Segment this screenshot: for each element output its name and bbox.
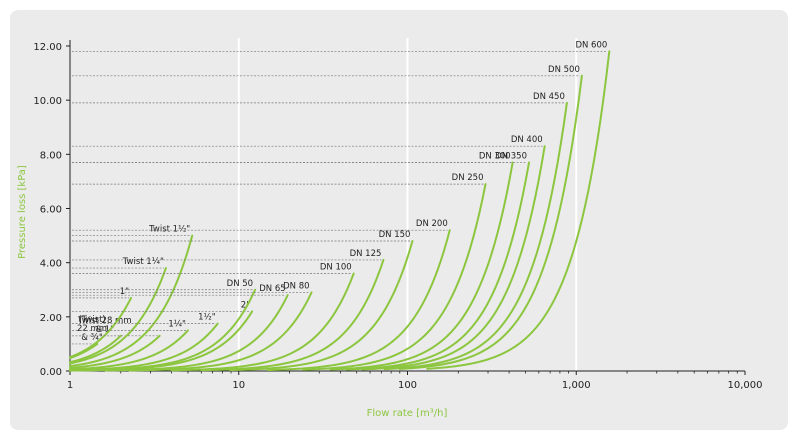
curve-label: DN 65 [259,284,285,294]
x-tick-label: 10 [232,380,245,391]
curve-label: Twist 28 mm & 1" [77,316,132,335]
curve-label: Twist 1¼" [122,257,164,267]
curve-series-9 [71,288,257,372]
curve-label: DN 500 [548,65,580,75]
x-tick-label: 1,000 [562,380,591,391]
curve-label: DN 600 [575,40,607,50]
curve-series-16 [302,183,487,371]
curve-label: DN 450 [533,92,565,102]
y-tick-label: 10.00 [33,96,62,107]
curve-series-17 [329,161,514,371]
curve-label: DN 300 [479,151,511,161]
curve-label: DN 100 [320,263,352,273]
curve-series-3 [69,334,161,369]
y-tick-label: 2.00 [40,313,62,324]
x-tick-label: 100 [398,380,417,391]
curve-series-20 [383,101,568,371]
curve-label: 1¼" [168,319,186,329]
curve-label: Twist 1½" [148,225,190,235]
curve-label: DN 150 [379,230,411,240]
curve-label: DN 250 [452,173,484,183]
curve-series-10 [104,294,289,372]
curve-series-14 [229,240,414,372]
y-tick-label: 4.00 [40,259,62,270]
curve-label: 1½" [198,313,216,323]
curve-series-2 [69,296,133,359]
y-axis-label: Pressure loss [kPa] [17,165,28,259]
curve-series-21 [398,74,583,370]
x-tick-label: 1 [67,380,73,391]
curve-series-6 [69,234,194,368]
curve-label: (Twist) 22 mm & ¾" [77,315,107,343]
curve-label: DN 125 [350,249,382,259]
curve-label: DN 200 [416,219,448,229]
curve-series-19 [361,145,546,371]
curve-series-15 [266,229,451,372]
curve-label: 2" [241,300,250,310]
curve-label: DN 80 [283,281,309,291]
curve-series-4 [69,267,167,365]
curve-series-11 [128,291,313,372]
x-tick-label: 10,000 [728,380,763,391]
y-tick-label: 8.00 [40,150,62,161]
y-tick-label: 6.00 [40,205,62,216]
x-axis-label: Flow rate [m³/h] [367,408,448,419]
y-tick-label: 12.00 [33,42,62,53]
curve-label: DN 400 [511,135,543,145]
curve-series-5 [69,329,189,371]
curve-series-22 [426,50,611,370]
curve-label: DN 50 [227,279,253,289]
curve-label: 1" [120,287,129,297]
y-tick-label: 0.00 [40,367,62,378]
curve-label: DN 350 [495,151,527,161]
curve-series-1 [69,334,122,364]
